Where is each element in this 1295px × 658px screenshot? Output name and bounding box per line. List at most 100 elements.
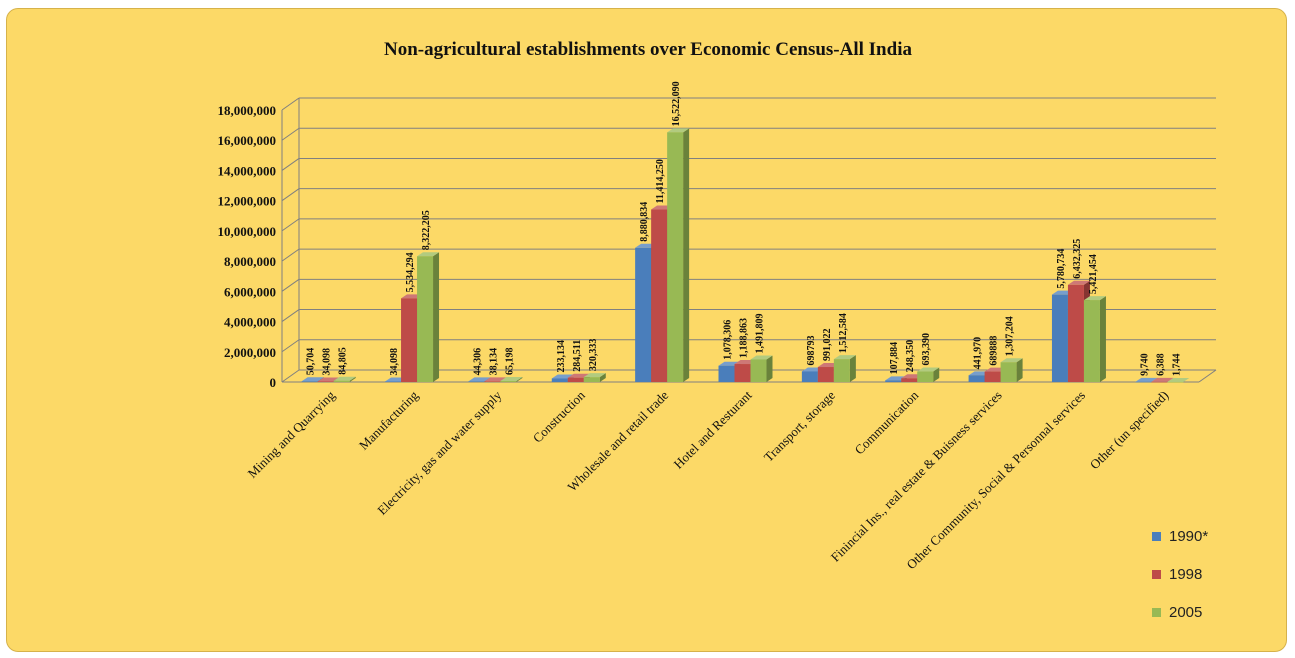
- bar: [667, 132, 684, 382]
- x-tick-label: Transport, storage: [761, 387, 838, 464]
- y-tick-label: 8,000,000: [224, 254, 276, 269]
- bar-top: [1167, 377, 1190, 382]
- bar-side: [933, 367, 940, 382]
- data-label: 5,534,294: [405, 252, 416, 292]
- bar: [651, 209, 668, 382]
- y-tick-label: 0: [270, 375, 277, 390]
- y-tick-label: 10,000,000: [218, 224, 277, 239]
- y-tick-label: 12,000,000: [218, 194, 277, 209]
- bar: [968, 375, 985, 382]
- bar-top: [417, 252, 440, 257]
- legend-label-1998: 1998: [1169, 565, 1203, 583]
- bar-side: [849, 355, 856, 382]
- data-label: 44,306: [472, 348, 483, 376]
- data-label: 5,421,454: [1088, 254, 1099, 294]
- bar-side: [1183, 377, 1190, 382]
- gridline-depth: [281, 309, 300, 322]
- bar-top: [583, 373, 606, 378]
- gridline-depth: [281, 339, 300, 353]
- bar: [718, 365, 735, 382]
- data-label: 991,022: [822, 329, 833, 362]
- x-tick-label: Mining and Quarrying: [244, 387, 338, 481]
- bar: [1083, 300, 1100, 382]
- bar: [817, 367, 834, 382]
- bar: [500, 381, 517, 382]
- y-tick-label: 18,000,000: [218, 103, 277, 118]
- bar-side: [1016, 358, 1023, 382]
- bar: [385, 381, 402, 382]
- data-label: 693,390: [921, 333, 932, 366]
- bar: [484, 381, 501, 382]
- data-label: 8,322,205: [421, 210, 432, 250]
- data-label: 1,188,863: [739, 318, 750, 358]
- bar-top: [917, 367, 940, 372]
- y-tick-label: 16,000,000: [218, 133, 277, 148]
- bar-side: [516, 377, 523, 382]
- bar: [1135, 381, 1152, 383]
- gridline-depth: [281, 97, 300, 111]
- bar-side: [599, 373, 606, 382]
- bar-side: [766, 355, 773, 382]
- bar: [333, 380, 350, 382]
- gridline-depth: [281, 218, 300, 232]
- y-tick-label: 14,000,000: [218, 163, 277, 178]
- bar: [468, 381, 485, 382]
- gridline-depth: [281, 369, 300, 383]
- x-tick-label: Other Community, Social & Personnal serv…: [903, 388, 1088, 573]
- legend-swatch-1990: [1152, 531, 1161, 541]
- y-tick-label: 6,000,000: [224, 284, 276, 299]
- bar-top: [333, 376, 356, 381]
- bar: [583, 377, 600, 382]
- bar-top: [1151, 377, 1174, 382]
- bar: [551, 378, 568, 382]
- bar-top: [468, 377, 491, 382]
- data-label: 698793: [806, 335, 817, 365]
- bar-side: [1099, 296, 1106, 382]
- gridline-depth: [281, 278, 300, 292]
- legend-item-1990: 1990*: [1152, 527, 1208, 545]
- data-label: 689888: [989, 336, 1000, 366]
- data-label: 6,388: [1155, 353, 1166, 376]
- data-label: 1,078,306: [723, 320, 734, 360]
- bar-top: [833, 355, 856, 360]
- legend-item-2005: 2005: [1152, 603, 1202, 621]
- gridline-depth: [281, 158, 300, 171]
- x-tick-label: Construction: [530, 387, 588, 445]
- data-label: 6,432,325: [1072, 239, 1083, 279]
- gridline-depth: [281, 248, 300, 262]
- bar-top: [567, 373, 590, 378]
- bar: [1051, 294, 1068, 382]
- data-label: 38,134: [488, 348, 499, 375]
- data-label: 233,134: [556, 340, 567, 373]
- bar-top: [1000, 358, 1023, 363]
- data-label: 320,333: [588, 339, 599, 372]
- legend-label-1990: 1990*: [1169, 527, 1209, 545]
- bar: [1000, 362, 1017, 382]
- data-label: 1,491,809: [755, 313, 766, 353]
- x-tick-label: Hotel and Resturant: [670, 387, 754, 471]
- data-label: 248,350: [905, 340, 916, 373]
- bar: [885, 380, 902, 382]
- bar-top: [301, 377, 324, 382]
- x-tick-label: Communication: [851, 387, 921, 457]
- bar-top: [500, 377, 523, 382]
- data-label: 1,744: [1171, 353, 1182, 376]
- gridline-depth: [281, 188, 300, 202]
- bar-top: [484, 377, 507, 382]
- data-label: 65,198: [504, 348, 515, 376]
- data-label: 50,704: [306, 348, 317, 376]
- bar: [567, 377, 584, 382]
- bar-side: [349, 376, 356, 382]
- y-tick-label: 4,000,000: [224, 315, 276, 330]
- data-label: 9,740: [1139, 353, 1150, 376]
- legend-swatch-2005: [1152, 607, 1161, 617]
- data-label: 16,522,090: [671, 81, 682, 126]
- data-label: 107,884: [889, 342, 900, 375]
- bar: [401, 298, 418, 382]
- bar: [301, 381, 318, 382]
- bar-side: [683, 128, 690, 382]
- x-tick-label: Finincial Ins., real estate & Buisness s…: [828, 388, 1005, 565]
- bar: [901, 378, 918, 382]
- floor-edge: [1198, 369, 1217, 383]
